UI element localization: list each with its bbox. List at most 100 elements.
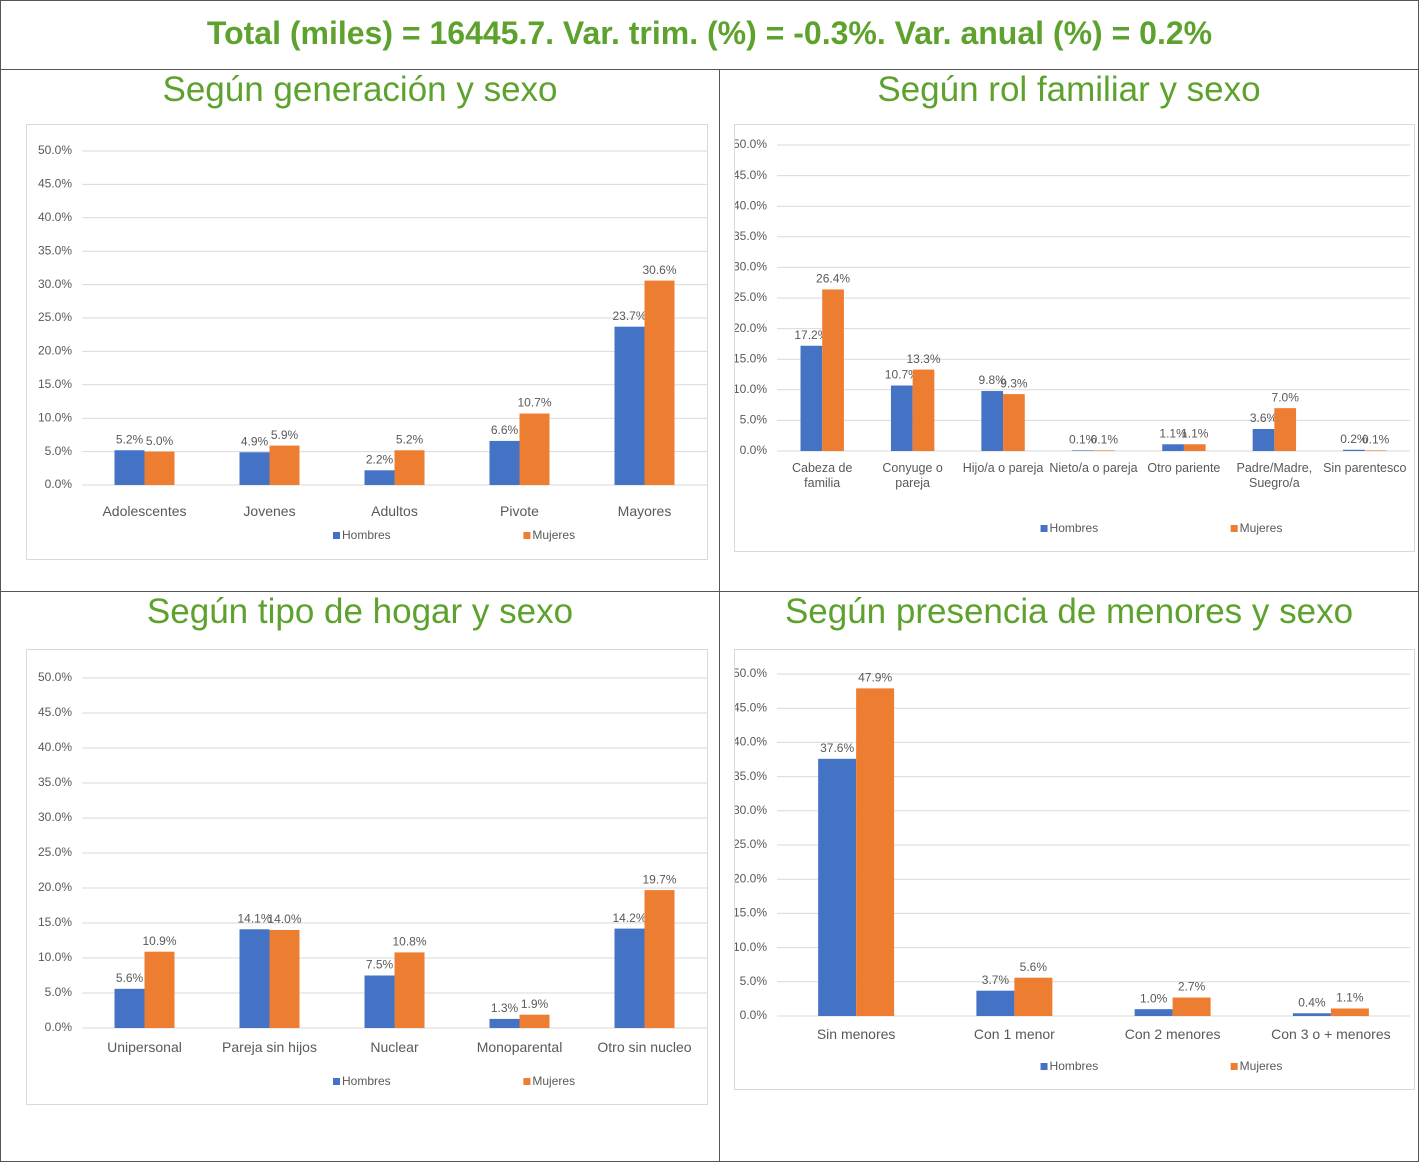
bar — [800, 345, 823, 451]
data-label: 9.8% — [979, 373, 1007, 387]
x-tick-label: Mayores — [617, 503, 672, 519]
bar — [269, 445, 300, 485]
bar — [856, 688, 895, 1016]
bar — [519, 1014, 550, 1028]
y-tick-label: 15.0% — [735, 906, 767, 920]
chart: 0.0% 5.0% 10.0% 15.0% 20.0% 25.0% 30.0% 35.0% 40… — [26, 649, 708, 1105]
bar — [269, 930, 300, 1028]
data-label: 17.2% — [794, 328, 828, 342]
bar — [890, 385, 913, 451]
y-tick-label: 40.0% — [735, 198, 767, 212]
y-tick-label: 10.0% — [38, 950, 72, 964]
data-label: 5.9% — [271, 428, 299, 442]
rule — [1, 591, 1418, 592]
panel-heading: Según generación y sexo — [162, 70, 558, 109]
y-tick-label: 30.0% — [38, 810, 72, 824]
data-label: 0.4% — [1298, 995, 1326, 1009]
y-tick-label: 10.0% — [38, 410, 72, 424]
x-tick-label: Pivote — [500, 503, 539, 519]
y-tick-label: 0.0% — [45, 477, 73, 491]
y-tick-label: 40.0% — [38, 740, 72, 754]
data-label: 23.7% — [612, 309, 646, 323]
y-tick-label: 30.0% — [735, 260, 767, 274]
legend-label: Mujeres — [532, 528, 575, 542]
data-label: 47.9% — [858, 671, 892, 685]
bar — [394, 450, 425, 485]
legend-swatch — [333, 532, 340, 539]
data-label: 3.7% — [982, 973, 1010, 987]
data-label: 4.9% — [241, 434, 269, 448]
chart-plot: 0.0% 5.0% 10.0% 15.0% 20.0% 25.0% 30.0% 35.0% 40… — [38, 670, 707, 1088]
bar — [644, 890, 675, 1028]
bar — [644, 280, 675, 485]
legend-label: Hombres — [342, 528, 391, 542]
rule — [1, 69, 1418, 70]
x-tick-label: Monoparental — [476, 1039, 563, 1055]
data-label: 6.6% — [491, 423, 519, 437]
legend-swatch — [523, 532, 531, 539]
y-tick-label: 25.0% — [735, 837, 767, 851]
y-tick-label: 20.0% — [38, 344, 72, 358]
y-tick-label: 15.0% — [735, 351, 767, 365]
x-tick-label: Otro sin nucleo — [597, 1039, 692, 1055]
bar — [614, 928, 645, 1028]
data-label: 7.0% — [1272, 390, 1300, 404]
x-tick-label: Otro pariente — [1147, 461, 1221, 475]
data-label: 3.6% — [1250, 411, 1278, 425]
bar — [1162, 444, 1184, 451]
chart: 0.0% 5.0% 10.0% 15.0% 20.0% 25.0% 30.0% 35.0% 40… — [734, 649, 1415, 1090]
legend-label: Hombres — [1050, 521, 1099, 535]
y-tick-label: 5.0% — [45, 444, 73, 458]
data-label: 5.2% — [116, 432, 144, 446]
y-tick-label: 20.0% — [38, 880, 72, 894]
chart: 0.0% 5.0% 10.0% 15.0% 20.0% 25.0% 30.0% 35.0% 40… — [734, 124, 1415, 552]
bar — [818, 758, 857, 1016]
y-tick-label: 35.0% — [735, 229, 767, 243]
bar — [1071, 450, 1094, 451]
bar — [1274, 408, 1297, 451]
bar — [981, 391, 1004, 451]
bar — [239, 452, 270, 485]
legend-swatch — [523, 1078, 531, 1085]
data-label: 19.7% — [642, 872, 676, 886]
bar — [394, 952, 425, 1028]
bar — [1014, 977, 1053, 1016]
data-label: 14.2% — [612, 911, 646, 925]
legend-label: Hombres — [1050, 1059, 1099, 1073]
y-tick-label: 40.0% — [735, 735, 767, 749]
data-label: 1.9% — [521, 997, 549, 1011]
bar — [912, 369, 935, 451]
data-label: 0.1% — [1362, 433, 1390, 447]
data-label: 5.6% — [1020, 960, 1048, 974]
y-tick-label: 45.0% — [735, 700, 767, 714]
y-tick-label: 50.0% — [38, 670, 72, 684]
bar — [114, 450, 145, 485]
legend-swatch — [1230, 525, 1238, 532]
x-tick-label: Con 3 o + menores — [1271, 1026, 1391, 1042]
y-tick-label: 50.0% — [735, 137, 767, 151]
data-label: 1.1% — [1181, 426, 1209, 440]
data-label: 13.3% — [906, 352, 940, 366]
chart-plot: 0.0% 5.0% 10.0% 15.0% 20.0% 25.0% 30.0% 35.0% 40… — [735, 137, 1410, 535]
y-tick-label: 10.0% — [735, 940, 767, 954]
x-tick-label: Con 2 menores — [1124, 1026, 1221, 1042]
y-tick-label: 40.0% — [38, 210, 72, 224]
data-label: 10.7% — [885, 368, 919, 382]
y-tick-label: 5.0% — [45, 985, 73, 999]
panel-heading: Según presencia de menores y sexo — [784, 592, 1354, 631]
bar — [1252, 428, 1275, 451]
bar — [364, 470, 395, 485]
data-label: 1.1% — [1336, 991, 1364, 1005]
y-tick-label: 5.0% — [740, 413, 768, 427]
y-tick-label: 30.0% — [38, 277, 72, 291]
legend-swatch — [1230, 1063, 1238, 1070]
y-tick-label: 0.0% — [740, 443, 768, 457]
data-label: 5.6% — [116, 971, 144, 985]
y-tick-label: 45.0% — [38, 177, 72, 191]
y-tick-label: 45.0% — [38, 705, 72, 719]
y-tick-label: 20.0% — [735, 321, 767, 335]
bar — [114, 988, 145, 1028]
legend-label: Hombres — [342, 1074, 391, 1088]
legend-label: Mujeres — [532, 1074, 575, 1088]
